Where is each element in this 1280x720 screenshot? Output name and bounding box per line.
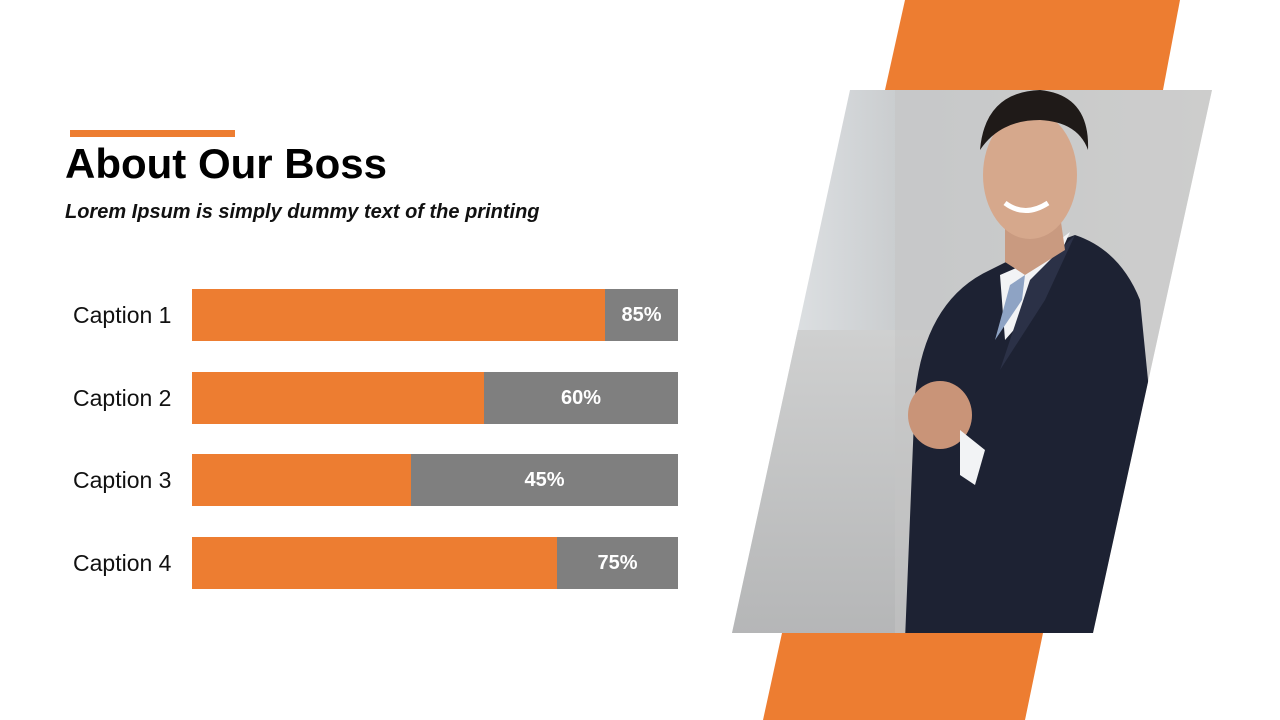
top-accent-parallelogram xyxy=(885,0,1180,90)
bar-category-label: Caption 4 xyxy=(73,550,172,576)
page-subtitle: Lorem Ipsum is simply dummy text of the … xyxy=(65,201,540,223)
bar-fill xyxy=(192,454,411,506)
bar-category-label: Caption 3 xyxy=(73,467,172,493)
bar-category-label: Caption 1 xyxy=(73,302,172,328)
bar-value-label: 60% xyxy=(560,387,602,409)
bar-track: 60% xyxy=(192,372,678,424)
bar-track: 75% xyxy=(192,537,678,589)
bar-value-label: 75% xyxy=(597,552,638,574)
bar-category-label: Caption 2 xyxy=(73,385,172,411)
bar-value-label: 45% xyxy=(524,469,565,491)
bottom-accent-parallelogram xyxy=(763,633,1043,720)
progress-bar-chart: Caption 1 85% Caption 2 60% Caption 3 45% Capt… xyxy=(73,289,678,589)
bar-track: 85% xyxy=(192,289,678,341)
bar-value-label: 85% xyxy=(621,304,662,326)
bar-fill xyxy=(192,537,557,589)
bar-fill xyxy=(192,372,484,424)
title-accent-line xyxy=(70,130,235,137)
page-title: About Our Boss xyxy=(65,140,387,187)
bar-track: 45% xyxy=(192,454,678,506)
bar-fill xyxy=(192,289,605,341)
